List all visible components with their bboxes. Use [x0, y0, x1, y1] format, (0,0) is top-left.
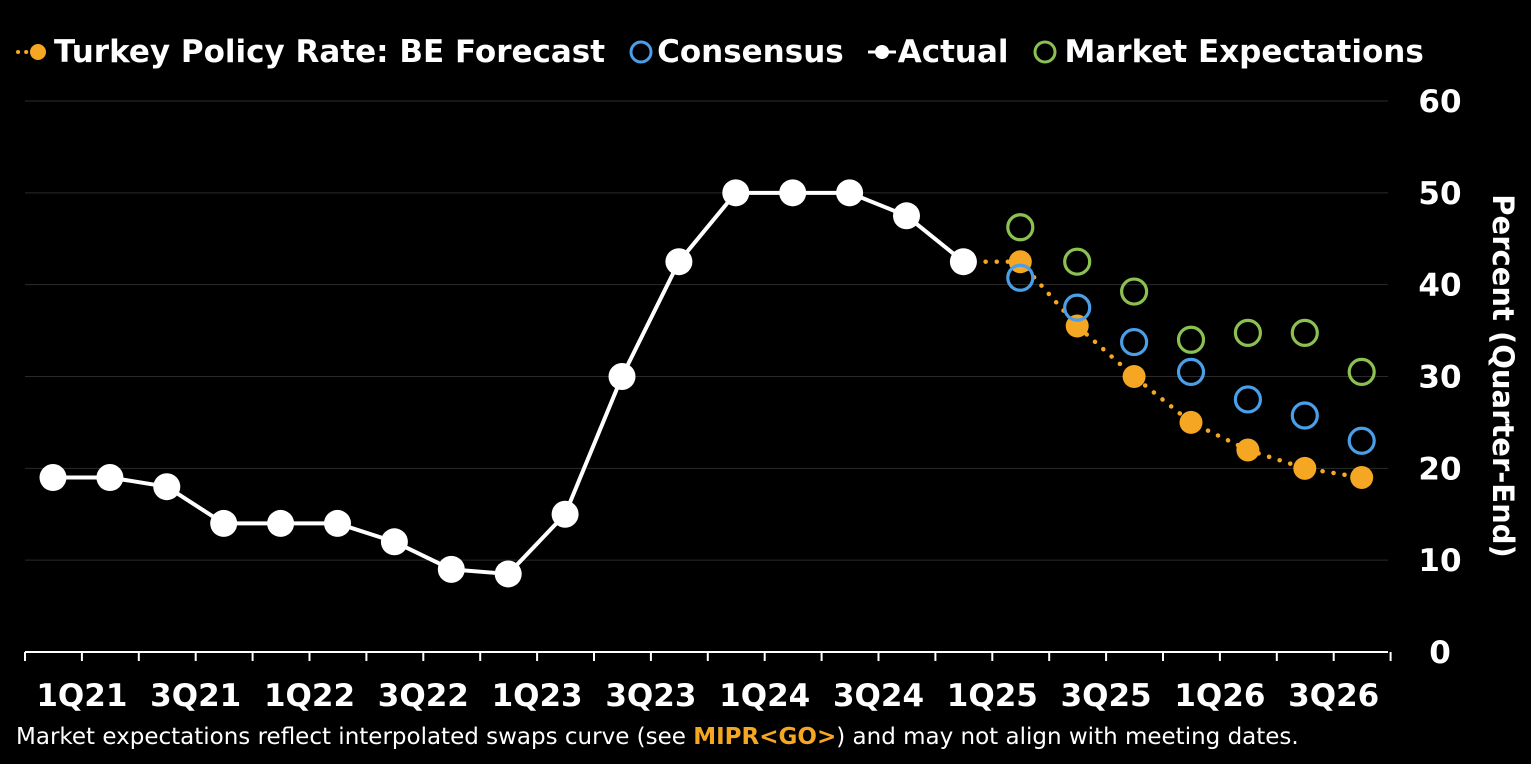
actual-point-1Q23	[494, 560, 522, 588]
x-axis: 1Q21 3Q21 1Q22 3Q22 1Q23 3Q23 1Q24 3Q24 1Q25 3Q25…	[24, 651, 1392, 714]
y-tick-label-0: 0	[1429, 635, 1451, 671]
x-tick-label-3Q25: 3Q25	[1061, 678, 1152, 714]
actual-point-4Q21	[210, 509, 238, 537]
forecast-point-2Q26	[1236, 438, 1260, 462]
y-tick-label-40: 40	[1418, 268, 1461, 304]
market-point-4Q26	[1347, 357, 1376, 387]
x-tick-label-1Q26: 1Q26	[1174, 678, 1265, 714]
legend-actual-label: Actual	[897, 34, 1009, 70]
x-tick-label-3Q22: 3Q22	[378, 678, 469, 714]
consensus-point-4Q25	[1119, 327, 1149, 357]
series-layer	[39, 179, 1376, 588]
footnote-code-link[interactable]: MIPR<GO>	[693, 724, 837, 750]
market-point-3Q26	[1290, 318, 1319, 347]
y-tick-label-20: 20	[1418, 451, 1461, 487]
actual-point-4Q24	[893, 202, 920, 230]
legend-item-actual: Actual	[866, 34, 1009, 70]
actual-point-4Q23	[665, 248, 693, 276]
x-tick-label-1Q24: 1Q24	[719, 678, 810, 714]
x-tick-label-3Q24: 3Q24	[833, 678, 924, 714]
consensus-point-4Q26	[1347, 426, 1376, 455]
actual-point-2Q23	[551, 500, 579, 528]
actual-point-1Q24	[722, 179, 750, 207]
footnote-text-before: Market expectations reflect interpolated…	[16, 724, 694, 750]
legend-market-label: Market Expectations	[1064, 34, 1424, 70]
actual-point-3Q21	[153, 473, 181, 501]
legend: Turkey Policy Rate: BE Forecast Consensu…	[14, 30, 1424, 74]
actual-point-1Q22	[267, 509, 295, 537]
consensus-point-3Q26	[1290, 401, 1319, 430]
x-tick-label-3Q21: 3Q21	[150, 678, 241, 714]
x-tick-label-1Q21: 1Q21	[36, 678, 127, 714]
forecast-point-3Q26	[1293, 456, 1317, 480]
y-axis: 0 10 20 30 40 50 60	[1418, 84, 1461, 671]
market-point-2Q25	[1006, 213, 1035, 242]
legend-item-consensus: Consensus	[627, 34, 844, 70]
forecast-point-4Q25	[1122, 365, 1146, 388]
x-tick-label-3Q26: 3Q26	[1288, 678, 1379, 714]
x-tick-label-1Q22: 1Q22	[264, 678, 355, 714]
actual-line	[53, 190, 965, 576]
y-tick-label-30: 30	[1418, 360, 1461, 396]
forecast-point-4Q26	[1350, 466, 1374, 490]
consensus-point-2Q26	[1233, 385, 1263, 414]
actual-point-3Q24	[836, 179, 864, 207]
forecast-point-1Q26	[1179, 410, 1203, 434]
legend-item-forecast: Turkey Policy Rate: BE Forecast	[14, 34, 605, 70]
forecast-line	[961, 259, 1364, 480]
x-tick-label-3Q23: 3Q23	[605, 678, 696, 714]
actual-point-4Q22	[437, 555, 465, 583]
actual-point-2Q21	[96, 464, 124, 492]
actual-point-2Q22	[324, 509, 351, 537]
legend-forecast-label: Turkey Policy Rate: BE Forecast	[54, 34, 606, 70]
consensus-point-2Q25	[1006, 263, 1035, 292]
y-tick-label-10: 10	[1418, 543, 1461, 579]
legend-actual-swatch	[867, 45, 896, 59]
legend-forecast-swatch	[16, 44, 52, 60]
actual-point-1Q25	[949, 248, 977, 276]
footnote: Market expectations reflect interpolated…	[16, 724, 1299, 750]
market-point-2Q26	[1233, 318, 1263, 347]
y-tick-label-50: 50	[1418, 176, 1461, 212]
y-tick-label-60: 60	[1418, 84, 1461, 120]
x-tick-label-1Q23: 1Q23	[492, 678, 583, 714]
legend-consensus-label: Consensus	[657, 34, 844, 70]
actual-point-1Q21	[39, 464, 67, 492]
footnote-text-after: ) and may not align with meeting dates.	[836, 724, 1299, 750]
consensus-point-3Q25	[1063, 293, 1092, 322]
market-point-1Q26	[1176, 325, 1206, 354]
market-point-3Q25	[1063, 247, 1092, 276]
legend-consensus-swatch	[629, 40, 653, 64]
y-axis-label: Percent (Quarter-End)	[1486, 194, 1520, 558]
legend-item-market: Market Expectations	[1031, 34, 1424, 70]
gridlines	[25, 100, 1388, 561]
actual-point-2Q24	[779, 179, 807, 207]
x-tick-label-1Q25: 1Q25	[947, 678, 1038, 714]
actual-point-3Q22	[380, 528, 408, 556]
legend-market-swatch	[1033, 40, 1057, 64]
actual-point-3Q23	[608, 363, 636, 390]
market-point-4Q25	[1119, 277, 1149, 306]
consensus-point-1Q26	[1176, 357, 1206, 387]
